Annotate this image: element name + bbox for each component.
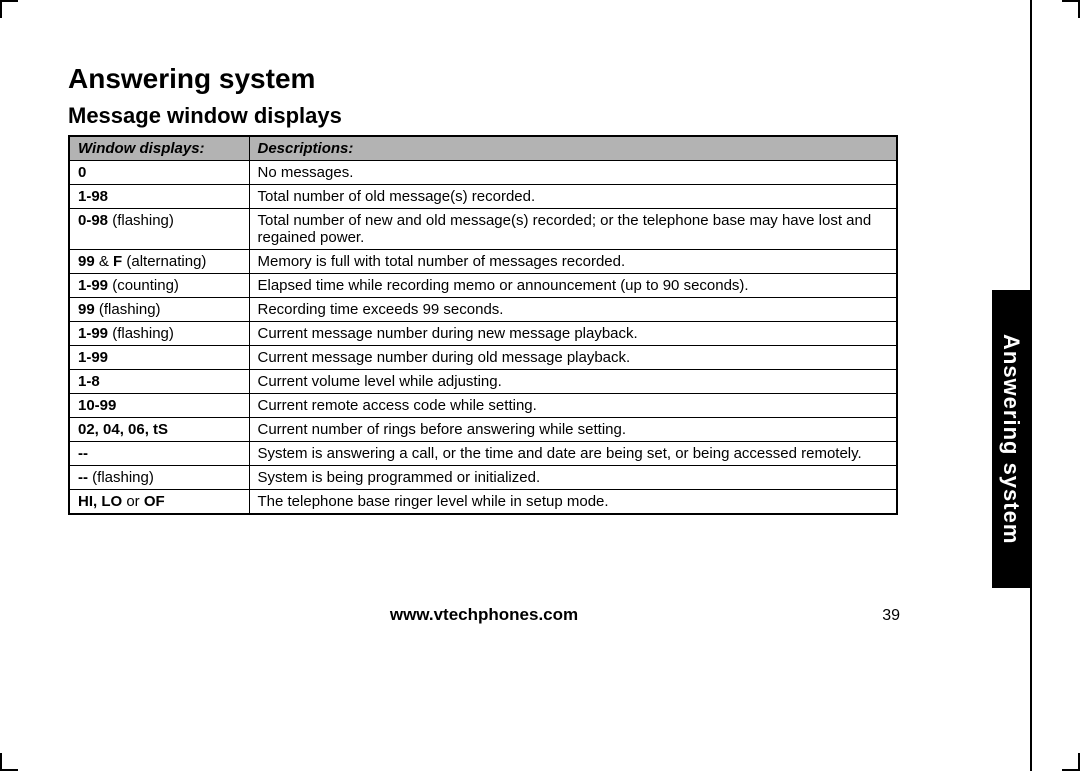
- table-row: 1-99 (flashing)Current message number du…: [69, 322, 897, 346]
- table-row: 1-99Current message number during old me…: [69, 346, 897, 370]
- table-row: 02, 04, 06, tSCurrent number of rings be…: [69, 418, 897, 442]
- table-cell-desc: Current volume level while adjusting.: [249, 370, 897, 394]
- section-title: Answering system: [68, 63, 1008, 95]
- table-cell-desc: Elapsed time while recording memo or ann…: [249, 274, 897, 298]
- table-cell-code: 1-99: [69, 346, 249, 370]
- table-cell-code: 99 (flashing): [69, 298, 249, 322]
- subsection-title: Message window displays: [68, 103, 1008, 129]
- table-row: 0-98 (flashing)Total number of new and o…: [69, 209, 897, 250]
- table-cell-desc: The telephone base ringer level while in…: [249, 490, 897, 515]
- page-content: Answering system Message window displays…: [68, 55, 1008, 515]
- table-row: 99 & F (alternating)Memory is full with …: [69, 250, 897, 274]
- page-footer: www.vtechphones.com 39: [68, 605, 900, 625]
- table-row: --System is answering a call, or the tim…: [69, 442, 897, 466]
- table-cell-desc: System is being programmed or initialize…: [249, 466, 897, 490]
- table-cell-desc: Current message number during new messag…: [249, 322, 897, 346]
- table-cell-desc: Current message number during old messag…: [249, 346, 897, 370]
- table-cell-code: 0-98 (flashing): [69, 209, 249, 250]
- table-cell-code: 1-98: [69, 185, 249, 209]
- crop-mark-tl: [0, 0, 18, 18]
- table-cell-desc: No messages.: [249, 161, 897, 185]
- window-displays-table: Window displays: Descriptions: 0No messa…: [68, 135, 898, 515]
- table-cell-desc: Total number of new and old message(s) r…: [249, 209, 897, 250]
- table-row: HI, LO or OFThe telephone base ringer le…: [69, 490, 897, 515]
- table-row: 1-98Total number of old message(s) recor…: [69, 185, 897, 209]
- table-header-row: Window displays: Descriptions:: [69, 136, 897, 161]
- table-row: 0No messages.: [69, 161, 897, 185]
- table-cell-desc: Memory is full with total number of mess…: [249, 250, 897, 274]
- crop-mark-bl: [0, 753, 18, 771]
- table-cell-code: 99 & F (alternating): [69, 250, 249, 274]
- table-row: 1-8Current volume level while adjusting.: [69, 370, 897, 394]
- table-cell-desc: Current number of rings before answering…: [249, 418, 897, 442]
- table-row: -- (flashing)System is being programmed …: [69, 466, 897, 490]
- footer-url: www.vtechphones.com: [390, 605, 578, 624]
- table-cell-code: 02, 04, 06, tS: [69, 418, 249, 442]
- table-cell-desc: System is answering a call, or the time …: [249, 442, 897, 466]
- side-divider-line: [1030, 0, 1032, 771]
- table-header-col1: Window displays:: [69, 136, 249, 161]
- table-cell-code: --: [69, 442, 249, 466]
- table-cell-code: 1-99 (counting): [69, 274, 249, 298]
- crop-mark-br: [1062, 753, 1080, 771]
- table-cell-code: -- (flashing): [69, 466, 249, 490]
- table-cell-code: 1-99 (flashing): [69, 322, 249, 346]
- crop-mark-tr: [1062, 0, 1080, 18]
- table-row: 10-99Current remote access code while se…: [69, 394, 897, 418]
- table-cell-desc: Total number of old message(s) recorded.: [249, 185, 897, 209]
- table-cell-code: HI, LO or OF: [69, 490, 249, 515]
- table-cell-code: 0: [69, 161, 249, 185]
- table-cell-code: 1-8: [69, 370, 249, 394]
- table-header-col2: Descriptions:: [249, 136, 897, 161]
- table-row: 1-99 (counting)Elapsed time while record…: [69, 274, 897, 298]
- table-cell-desc: Current remote access code while setting…: [249, 394, 897, 418]
- table-row: 99 (flashing)Recording time exceeds 99 s…: [69, 298, 897, 322]
- footer-page-number: 39: [882, 607, 900, 625]
- table-cell-code: 10-99: [69, 394, 249, 418]
- table-cell-desc: Recording time exceeds 99 seconds.: [249, 298, 897, 322]
